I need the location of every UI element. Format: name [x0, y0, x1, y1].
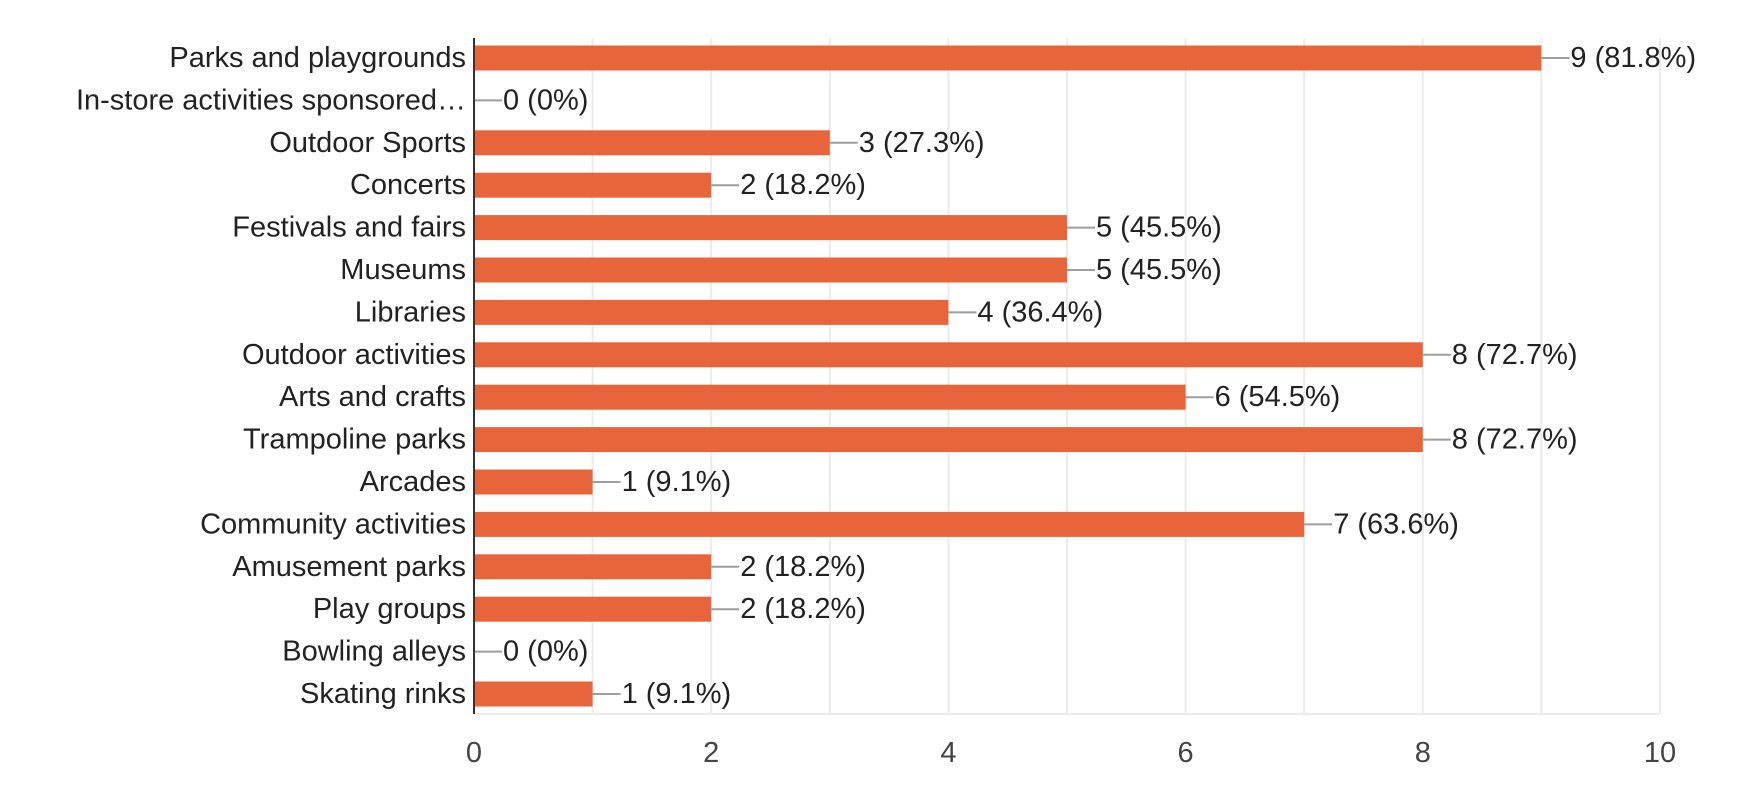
data-label-13: 2 (18.2%): [740, 593, 866, 625]
category-label-13: Play groups: [313, 593, 466, 625]
data-label-8: 6 (54.5%): [1215, 381, 1341, 413]
data-label-11: 7 (63.6%): [1333, 508, 1459, 540]
bar-5: [474, 257, 1067, 283]
bar-12: [474, 554, 712, 580]
category-label-2: Outdoor Sports: [269, 127, 466, 159]
data-label-leaders: [474, 57, 1570, 695]
data-label-10: 1 (9.1%): [622, 466, 732, 498]
data-label-15: 1 (9.1%): [622, 678, 732, 710]
bar-6: [474, 299, 949, 325]
bar-0: [474, 45, 1542, 71]
x-tick-label-8: 8: [1415, 737, 1431, 769]
data-label-4: 5 (45.5%): [1096, 212, 1222, 244]
data-label-14: 0 (0%): [503, 636, 588, 668]
data-label-3: 2 (18.2%): [740, 169, 866, 201]
bars: [474, 45, 1542, 707]
category-label-9: Trampoline parks: [243, 424, 466, 456]
data-label-6: 4 (36.4%): [977, 296, 1103, 328]
data-label-12: 2 (18.2%): [740, 551, 866, 583]
bar-3: [474, 172, 712, 198]
category-label-6: Libraries: [355, 296, 466, 328]
x-tick-label-4: 4: [940, 737, 956, 769]
x-tick-label-6: 6: [1178, 737, 1194, 769]
data-label-2: 3 (27.3%): [859, 127, 985, 159]
data-label-7: 8 (72.7%): [1452, 339, 1578, 371]
x-tick-label-10: 10: [1644, 737, 1676, 769]
category-label-11: Community activities: [200, 508, 466, 540]
category-label-4: Festivals and fairs: [232, 212, 466, 244]
category-label-5: Museums: [340, 254, 466, 286]
bar-9: [474, 427, 1423, 453]
category-label-12: Amusement parks: [232, 551, 466, 583]
bar-15: [474, 681, 593, 707]
bar-7: [474, 342, 1423, 368]
category-label-3: Concerts: [350, 169, 466, 201]
data-label-5: 5 (45.5%): [1096, 254, 1222, 286]
bar-2: [474, 130, 830, 156]
bar-11: [474, 511, 1305, 537]
data-label-0: 9 (81.8%): [1570, 42, 1696, 74]
category-label-10: Arcades: [360, 466, 466, 498]
x-tick-label-0: 0: [466, 737, 482, 769]
x-axis-tick-labels: 0 2 4 6 8 10: [466, 737, 1676, 769]
category-labels: Parks and playgrounds In-store activities…: [76, 42, 466, 710]
category-label-0: Parks and playgrounds: [169, 42, 466, 74]
bar-10: [474, 469, 593, 495]
bar-4: [474, 215, 1067, 241]
bar-8: [474, 384, 1186, 410]
category-label-1: In-store activities sponsored…: [76, 84, 466, 116]
data-label-1: 0 (0%): [503, 84, 588, 116]
category-label-7: Outdoor activities: [242, 339, 466, 371]
category-label-14: Bowling alleys: [282, 636, 466, 668]
category-label-15: Skating rinks: [300, 678, 466, 710]
data-label-9: 8 (72.7%): [1452, 424, 1578, 456]
x-tick-label-2: 2: [703, 737, 719, 769]
category-label-8: Arts and crafts: [279, 381, 466, 413]
data-labels: 9 (81.8%) 0 (0%) 3 (27.3%) 2 (18.2%) 5 (45.5…: [503, 42, 1696, 710]
bar-13: [474, 596, 712, 622]
